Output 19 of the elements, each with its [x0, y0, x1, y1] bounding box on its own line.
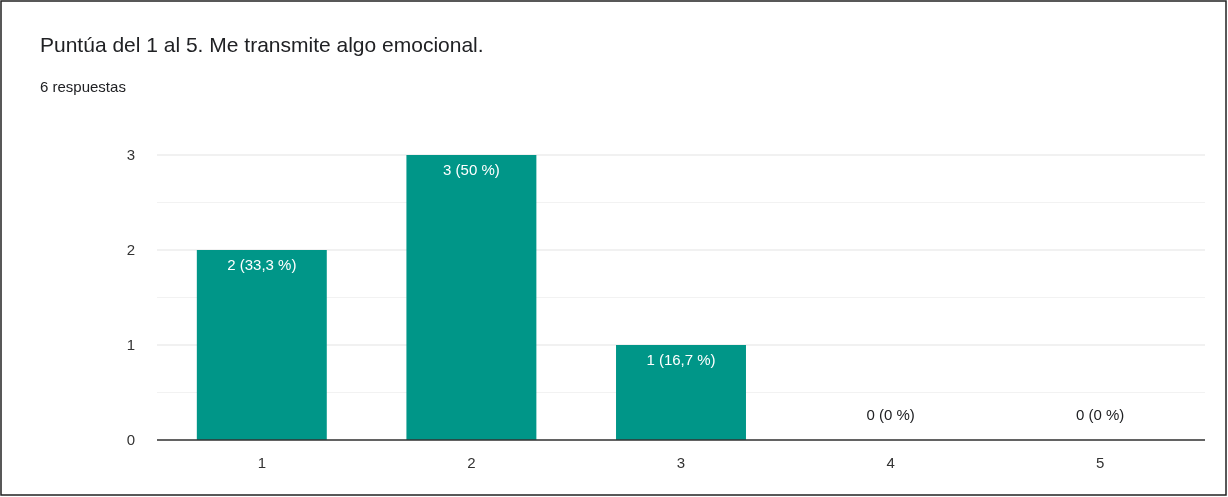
data-label: 2 (33,3 %): [227, 256, 297, 273]
y-tick-label: 3: [126, 146, 135, 164]
x-tick-label: 3: [676, 454, 686, 471]
data-label: 1 (16,7 %): [646, 351, 716, 368]
x-tick-label: 2: [467, 454, 476, 471]
y-tick-label: 2: [126, 241, 135, 259]
data-label: 0 (0 %): [1076, 406, 1125, 423]
bar: [196, 250, 327, 440]
data-label: 3 (50 %): [443, 161, 500, 178]
bar: [616, 345, 746, 440]
data-label: 0 (0 %): [866, 406, 915, 423]
x-tick-label: 1: [257, 454, 266, 471]
y-tick-label: 1: [126, 336, 135, 354]
x-tick-label: 5: [1096, 454, 1105, 471]
chart-subtitle: 6 respuestas: [40, 78, 126, 95]
bar: [406, 155, 537, 440]
chart-title: Puntúa del 1 al 5. Me transmite algo emocional.: [40, 33, 484, 56]
y-tick-label: 0: [126, 431, 135, 449]
x-tick-label: 4: [886, 454, 895, 471]
